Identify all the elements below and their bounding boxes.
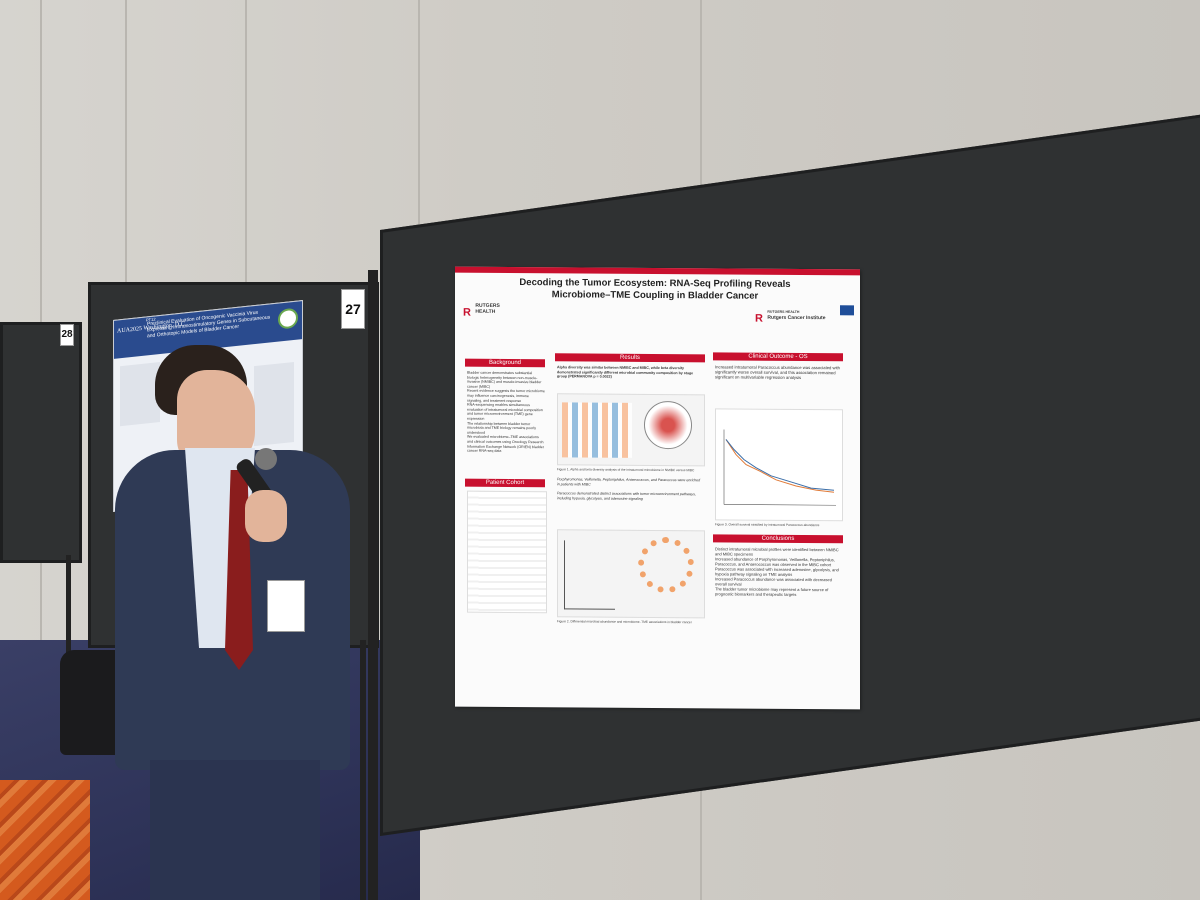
bullet: The bladder tumor microbiome may represe… — [715, 586, 829, 597]
neighbor-poster-logo — [278, 307, 298, 330]
board-leg — [66, 555, 71, 740]
logo-right-text: Rutgers Cancer Institute — [767, 314, 826, 322]
circos-plot — [638, 536, 694, 594]
results-finding-1: Alpha diversity was similar between NMIB… — [557, 365, 694, 379]
rutgers-cancer-institute-logo: R RUTGERS HEALTH Rutgers Cancer Institut… — [755, 309, 825, 327]
figure-3-survival-curve — [715, 408, 843, 522]
clinical-outcome-header: Clinical Outcome - OS — [713, 352, 843, 362]
results-finding-2: Porphyromonas, Veillonella, Peptoniphilu… — [557, 477, 701, 487]
logo-left-sub: HEALTH — [475, 308, 496, 315]
board-leg — [360, 640, 366, 900]
bullet: Bladder cancer demonstrates substantial … — [467, 370, 542, 389]
figure-2 — [557, 529, 705, 619]
results-finding-3: Paracoccus demonstrated distinct associa… — [557, 491, 697, 501]
bullet: The relationship between bladder tumor m… — [467, 421, 537, 435]
presenter — [105, 340, 365, 900]
bullet: RNA-sequencing enables simultaneous eval… — [467, 402, 543, 421]
poster-title: Decoding the Tumor Ecosystem: RNA-Seq Pr… — [519, 277, 791, 302]
microphone-head — [255, 448, 277, 470]
partner-logo — [840, 305, 854, 316]
name-badge — [267, 580, 305, 632]
beta-diversity-ordination — [644, 400, 692, 450]
patient-cohort-table — [467, 490, 547, 614]
trousers — [150, 760, 320, 900]
figure-1-caption: Figure 1. Alpha and beta diversity analy… — [557, 467, 695, 473]
rutgers-r-icon: R — [755, 312, 763, 325]
conclusions-header: Conclusions — [713, 534, 843, 544]
hand — [245, 490, 287, 542]
figure-3-caption: Figure 3. Overall survival stratified by… — [715, 522, 820, 528]
patient-cohort-header: Patient Cohort — [465, 478, 545, 488]
alpha-diversity-boxplots — [562, 402, 632, 458]
differential-abundance-plot — [564, 540, 615, 610]
results-header: Results — [555, 353, 705, 363]
board-frame-post — [368, 270, 378, 900]
research-poster: Decoding the Tumor Ecosystem: RNA-Seq Pr… — [455, 266, 860, 710]
bullet: We evaluated microbiome–TME associations… — [467, 434, 544, 454]
rutgers-r-icon: R — [463, 306, 471, 319]
carpet-pattern — [0, 780, 90, 900]
background-text: Bladder cancer demonstrates substantial … — [467, 371, 545, 454]
neighbor-poster-id: PT12 — [146, 316, 156, 323]
clinical-outcome-text: Increased intratumoral Paracoccus abunda… — [715, 364, 840, 381]
figure-1 — [557, 393, 705, 467]
conclusions-text: Distinct intratumoral microbial profiles… — [715, 546, 841, 597]
poster-board-28 — [0, 322, 82, 563]
board-number-tag: 27 — [341, 289, 365, 329]
figure-2-caption: Figure 2. Differential microbial abundan… — [557, 619, 692, 625]
bullet: Recent evidence suggests the tumor micro… — [467, 389, 545, 403]
background-header: Background — [465, 358, 545, 368]
kaplan-meier-chart — [723, 429, 836, 506]
rutgers-health-logo: R RUTGERS HEALTH — [463, 303, 500, 321]
board-number-tag: 28 — [60, 324, 74, 346]
